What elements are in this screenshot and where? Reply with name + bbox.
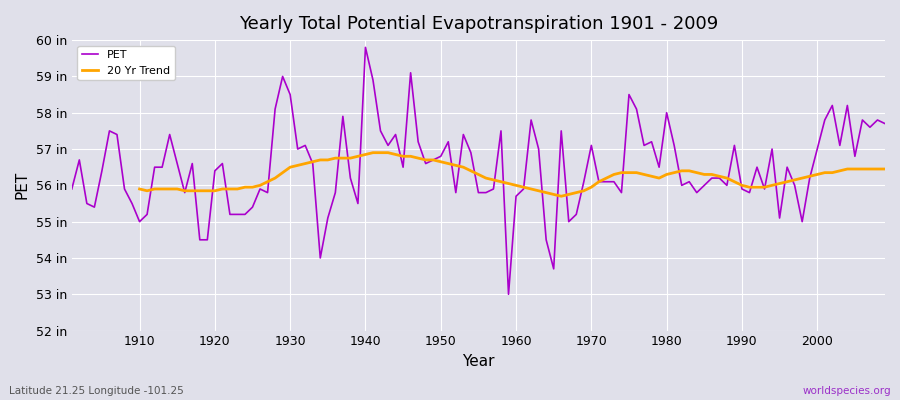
X-axis label: Year: Year bbox=[462, 354, 495, 369]
PET bbox=[879, 121, 890, 126]
20 Yr Trend bbox=[593, 179, 604, 184]
20 Yr Trend bbox=[879, 167, 890, 172]
Title: Yearly Total Potential Evapotranspiration 1901 - 2009: Yearly Total Potential Evapotranspiratio… bbox=[238, 15, 718, 33]
PET bbox=[127, 201, 138, 206]
Y-axis label: PET: PET bbox=[15, 171, 30, 200]
Text: worldspecies.org: worldspecies.org bbox=[803, 386, 891, 396]
20 Yr Trend bbox=[277, 170, 288, 175]
20 Yr Trend bbox=[134, 186, 145, 191]
PET bbox=[67, 186, 77, 191]
PET bbox=[338, 114, 348, 119]
20 Yr Trend bbox=[556, 194, 567, 199]
20 Yr Trend bbox=[307, 159, 318, 164]
Legend: PET, 20 Yr Trend: PET, 20 Yr Trend bbox=[77, 46, 175, 80]
PET bbox=[360, 45, 371, 50]
PET bbox=[616, 190, 627, 195]
PET bbox=[503, 292, 514, 297]
20 Yr Trend bbox=[857, 167, 868, 172]
PET bbox=[292, 147, 303, 152]
Line: 20 Yr Trend: 20 Yr Trend bbox=[140, 153, 885, 196]
PET bbox=[526, 118, 536, 122]
Line: PET: PET bbox=[72, 47, 885, 294]
20 Yr Trend bbox=[367, 150, 378, 155]
Text: Latitude 21.25 Longitude -101.25: Latitude 21.25 Longitude -101.25 bbox=[9, 386, 184, 396]
20 Yr Trend bbox=[834, 168, 845, 173]
20 Yr Trend bbox=[526, 186, 536, 191]
PET bbox=[518, 186, 529, 191]
